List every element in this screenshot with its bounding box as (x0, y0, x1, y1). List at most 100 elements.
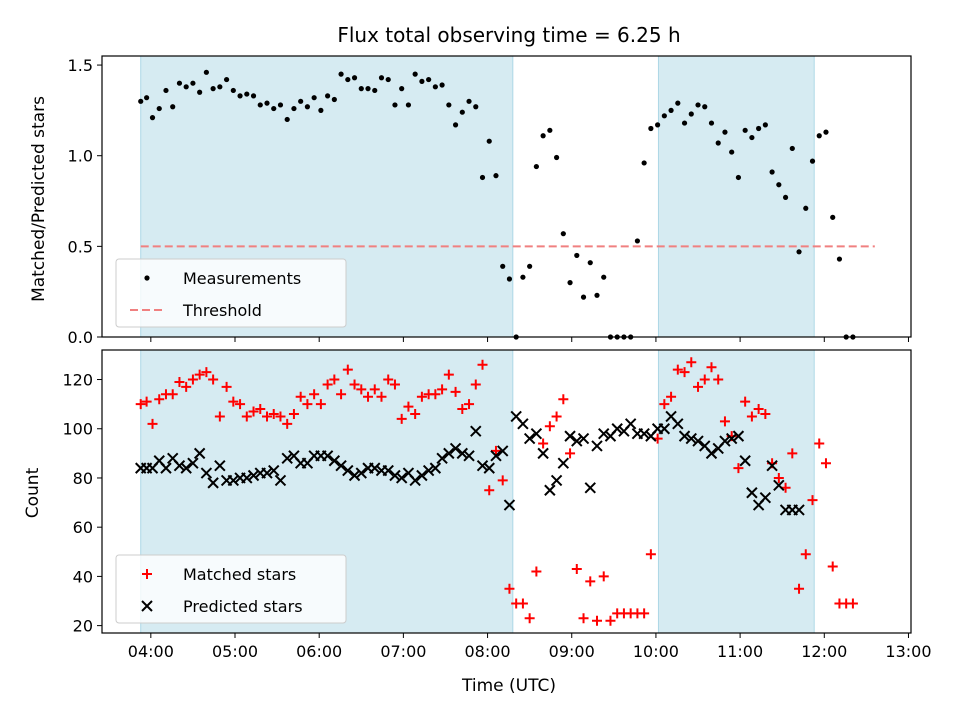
measurement-point (351, 75, 358, 81)
measurement-point (237, 93, 243, 99)
measurement-point (304, 104, 311, 110)
predicted-star-point (173, 459, 186, 472)
measurement-point (170, 104, 176, 110)
matched-star-point (773, 472, 784, 483)
legend-label: Predicted stars (183, 597, 303, 616)
predicted-star-point (793, 504, 805, 516)
predicted-star-point (483, 462, 495, 474)
predicted-star-point (207, 477, 219, 489)
measurement-point (486, 138, 492, 144)
measurement-point (762, 122, 768, 128)
measurement-point (580, 294, 587, 300)
measurement-point (190, 80, 196, 86)
predicted-star-point (429, 462, 442, 474)
measurement-point (419, 78, 425, 84)
measurement-point (318, 107, 324, 113)
matched-star-point (187, 374, 198, 385)
matched-star-point (719, 416, 730, 427)
matched-star-point (363, 391, 374, 402)
predicted-star-point (193, 447, 206, 460)
measurement-point (661, 113, 667, 119)
measurement-point (378, 75, 385, 81)
measurement-point (715, 140, 721, 146)
matched-star-point (800, 549, 811, 560)
matched-star-point (524, 613, 535, 624)
matched-star-point (733, 463, 744, 474)
measurement-point (264, 100, 270, 106)
predicted-star-point (416, 469, 428, 482)
measurement-point (681, 120, 688, 126)
measurement-point (688, 111, 694, 117)
matched-star-point (645, 549, 656, 560)
measurement-point (756, 125, 762, 132)
measurement-point (479, 174, 486, 181)
matched-star-point (174, 376, 185, 387)
predicted-star-point (658, 423, 671, 435)
x-tick-label: 08:00 (465, 642, 511, 661)
matched-star-point (464, 399, 475, 410)
measurement-point (708, 120, 715, 126)
predicted-star-point (537, 447, 549, 460)
measurement-point (358, 86, 364, 92)
predicted-star-point (773, 479, 785, 492)
measurement-point (298, 98, 304, 104)
x-tick-label: 12:00 (801, 642, 847, 661)
predicted-star-point (591, 440, 603, 452)
predicted-star-point (544, 484, 556, 496)
matched-star-point (369, 384, 380, 395)
measurement-point (311, 95, 317, 101)
chart-title: Flux total observing time = 6.25 h (337, 23, 680, 47)
measurement-point (648, 125, 654, 132)
y-tick-label: 1.0 (68, 147, 93, 166)
matched-star-point (329, 374, 340, 385)
matched-star-point (437, 384, 448, 395)
matched-star-point (376, 391, 387, 402)
top-y-axis-label: Matched/Predicted stars (29, 96, 49, 302)
predicted-star-point (624, 418, 637, 430)
top-panel: 0.0 0.5 1.0 1.5 Measurements Threshold (68, 55, 912, 347)
predicted-star-point (160, 462, 172, 474)
predicted-star-point (719, 435, 731, 447)
matched-star-point (322, 379, 333, 390)
measurement-point (412, 71, 418, 77)
matched-star-point (591, 615, 602, 626)
x-tick-label: 10:00 (633, 642, 679, 661)
predicted-star-point (517, 418, 529, 430)
matched-star-point (686, 357, 697, 368)
matched-star-point (517, 598, 528, 609)
matched-star-point (490, 445, 501, 456)
matched-star-point (598, 571, 609, 582)
y-tick-label: 0.5 (68, 237, 93, 256)
matched-star-point (578, 613, 589, 624)
matched-star-point (403, 401, 414, 412)
matched-star-point (558, 394, 569, 405)
x-tick-label: 09:00 (549, 642, 595, 661)
predicted-star-point (180, 462, 192, 474)
matched-star-point (565, 448, 576, 459)
matched-star-point (416, 391, 427, 402)
matched-star-point (235, 399, 246, 410)
matched-star-point (430, 389, 441, 400)
legend-box (115, 258, 347, 328)
y-tick-label: 80 (73, 469, 93, 488)
measurement-point (257, 102, 263, 108)
measurement-point (365, 86, 371, 92)
measurement-point (392, 102, 398, 108)
measurement-point (138, 98, 144, 104)
predicted-star-point (598, 427, 610, 440)
matched-star-point (302, 399, 313, 410)
matched-star-point (585, 576, 596, 587)
x-tick-label: 07:00 (380, 642, 426, 661)
measurement-point (284, 116, 290, 123)
measurement-point (634, 238, 641, 244)
matched-star-point (740, 396, 751, 407)
predicted-star-point (241, 472, 253, 484)
matched-star-point (693, 381, 704, 392)
matched-star-point (807, 495, 818, 506)
legend-marker (142, 569, 152, 579)
predicted-star-point (321, 450, 334, 462)
matched-star-point (713, 374, 724, 385)
predicted-star-point (564, 430, 576, 442)
measurement-point (291, 105, 297, 112)
predicted-star-point (739, 455, 751, 467)
